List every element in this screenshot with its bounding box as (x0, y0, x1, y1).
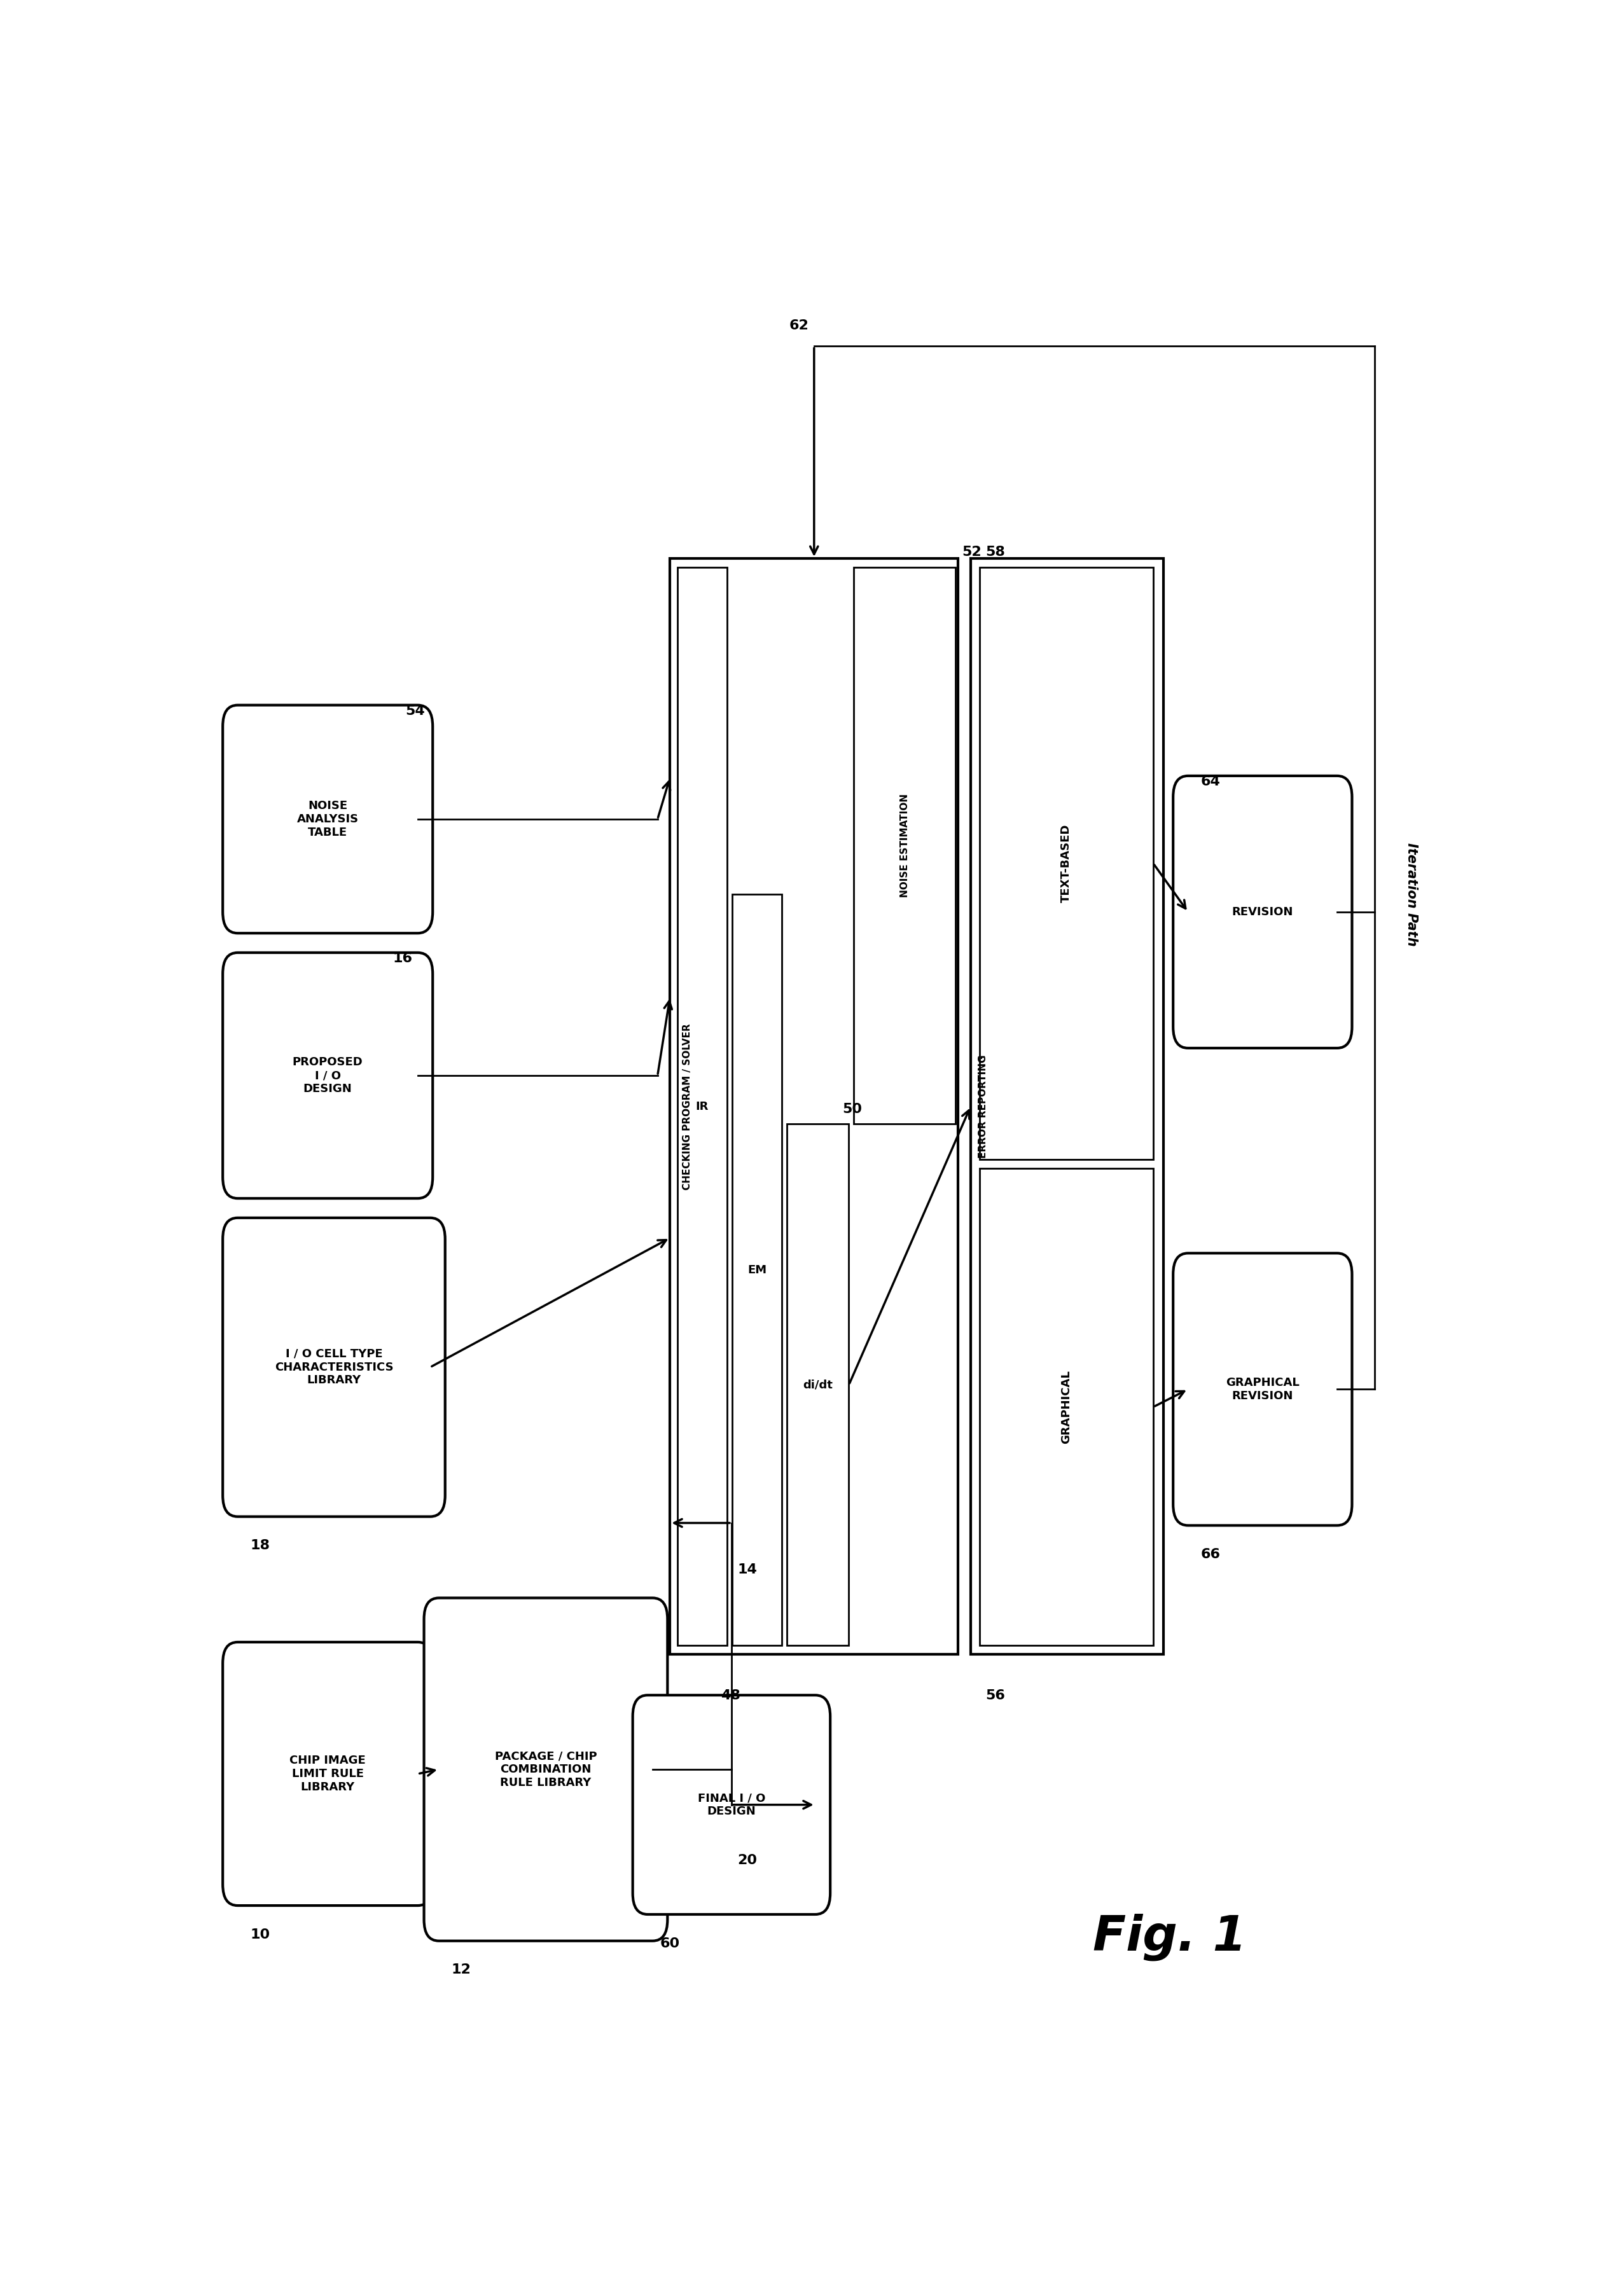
Bar (854, 567, 955, 1125)
Text: 12: 12 (452, 1963, 471, 1977)
Text: 52: 52 (962, 546, 981, 558)
Text: 18: 18 (250, 1538, 269, 1552)
Text: 60: 60 (660, 1938, 680, 1949)
Text: CHECKING PROGRAM / SOLVER: CHECKING PROGRAM / SOLVER (683, 1024, 692, 1189)
Bar (787, 1125, 850, 1646)
Text: IR: IR (696, 1100, 709, 1111)
FancyBboxPatch shape (223, 705, 433, 932)
FancyBboxPatch shape (223, 1217, 446, 1518)
Text: TEXT-BASED: TEXT-BASED (1061, 824, 1072, 902)
Text: REVISION: REVISION (1233, 907, 1294, 918)
Text: NOISE
ANALYSIS
TABLE: NOISE ANALYSIS TABLE (297, 801, 359, 838)
Text: PACKAGE / CHIP
COMBINATION
RULE LIBRARY: PACKAGE / CHIP COMBINATION RULE LIBRARY (495, 1750, 596, 1789)
FancyBboxPatch shape (1173, 1254, 1351, 1525)
Text: 54: 54 (406, 705, 425, 716)
Text: 58: 58 (986, 546, 1005, 558)
Text: di/dt: di/dt (803, 1380, 832, 1391)
FancyBboxPatch shape (423, 1598, 667, 1940)
Bar (670, 558, 959, 1655)
Text: 66: 66 (1201, 1548, 1220, 1561)
Text: I / O CELL TYPE
CHARACTERISTICS
LIBRARY: I / O CELL TYPE CHARACTERISTICS LIBRARY (274, 1348, 393, 1387)
Text: 50: 50 (843, 1102, 862, 1116)
Text: GRAPHICAL: GRAPHICAL (1061, 1371, 1072, 1444)
Bar (970, 558, 1164, 1655)
Text: ERROR REPORTING: ERROR REPORTING (978, 1054, 987, 1157)
Bar (733, 893, 782, 1646)
FancyBboxPatch shape (1173, 776, 1351, 1047)
Text: Fig. 1: Fig. 1 (1093, 1913, 1246, 1961)
FancyBboxPatch shape (223, 1642, 433, 1906)
Text: 48: 48 (721, 1690, 741, 1701)
FancyBboxPatch shape (223, 953, 433, 1199)
Bar (678, 567, 728, 1646)
Text: NOISE ESTIMATION: NOISE ESTIMATION (899, 794, 909, 898)
Text: GRAPHICAL
REVISION: GRAPHICAL REVISION (1226, 1378, 1300, 1401)
Text: PROPOSED
I / O
DESIGN: PROPOSED I / O DESIGN (292, 1056, 362, 1095)
Text: 56: 56 (986, 1690, 1005, 1701)
Text: 20: 20 (737, 1853, 757, 1867)
Text: 10: 10 (250, 1929, 269, 1940)
Text: 14: 14 (737, 1564, 757, 1575)
Text: Iteration Path: Iteration Path (1406, 843, 1419, 946)
Bar (979, 567, 1153, 1159)
Text: FINAL I / O
DESIGN: FINAL I / O DESIGN (697, 1793, 765, 1816)
Text: 16: 16 (393, 953, 412, 964)
Text: 62: 62 (789, 319, 810, 333)
Text: EM: EM (747, 1265, 766, 1277)
Bar (979, 1169, 1153, 1646)
FancyBboxPatch shape (633, 1694, 830, 1915)
Text: CHIP IMAGE
LIMIT RULE
LIBRARY: CHIP IMAGE LIMIT RULE LIBRARY (290, 1754, 365, 1793)
Text: 64: 64 (1201, 776, 1220, 788)
